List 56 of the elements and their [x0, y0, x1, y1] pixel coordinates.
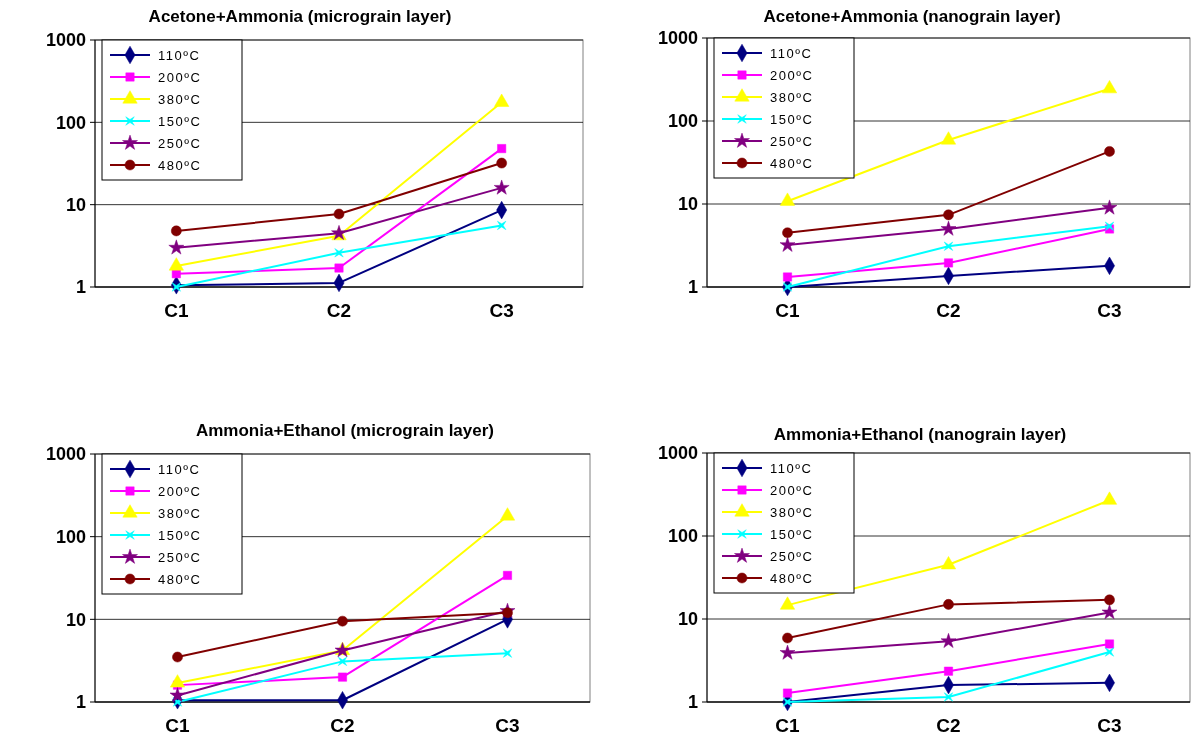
legend-label: 250ºC: [158, 135, 202, 151]
x-tick-label: C3: [489, 300, 514, 321]
legend-label: 110ºC: [770, 460, 813, 476]
x-tick-label: C2: [936, 715, 961, 736]
legend-label: 480ºC: [158, 571, 202, 587]
chart-title: Acetone+Ammonia (nanograin layer): [763, 7, 1061, 26]
x-tick-label: C3: [495, 715, 520, 736]
y-tick-label: 1: [687, 277, 698, 298]
y-tick-label: 10: [65, 609, 86, 630]
y-tick-label: 10: [677, 609, 698, 630]
legend-label: 250ºC: [770, 548, 814, 564]
y-tick-label: 1000: [45, 444, 86, 465]
legend-label: 250ºC: [158, 549, 202, 565]
legend-label: 200ºC: [158, 69, 202, 85]
y-tick-label: 1000: [657, 28, 698, 49]
legend-label: 380ºC: [770, 504, 814, 520]
legend-label: 380ºC: [770, 89, 814, 105]
x-tick-label: C2: [936, 300, 961, 321]
x-tick-label: C3: [1097, 715, 1122, 736]
y-tick-label: 10: [677, 194, 698, 215]
x-tick-label: C2: [326, 300, 352, 321]
chart-title: Ammonia+Ethanol (micrograin layer): [195, 421, 495, 440]
chart-title: Ammonia+Ethanol (nanograin layer): [773, 425, 1067, 444]
legend-label: 480ºC: [158, 157, 202, 173]
legend-label: 380ºC: [158, 505, 202, 521]
y-tick-label: 1000: [45, 30, 86, 51]
y-tick-label: 100: [667, 111, 698, 132]
legend-label: 110ºC: [158, 47, 201, 63]
y-tick-label: 10: [65, 194, 86, 215]
legend-label: 200ºC: [158, 483, 202, 499]
legend-label: 110ºC: [158, 461, 201, 477]
legend-label: 200ºC: [770, 67, 814, 83]
legend-label: 480ºC: [770, 570, 814, 586]
x-tick-label: C1: [164, 300, 189, 321]
legend-label: 480ºC: [770, 155, 814, 171]
y-tick-label: 100: [55, 526, 86, 547]
legend-label: 380ºC: [158, 91, 202, 107]
legend-label: 150ºC: [770, 111, 814, 127]
y-tick-label: 1000: [657, 443, 698, 464]
legend-label: 250ºC: [770, 133, 814, 149]
legend-label: 150ºC: [158, 113, 202, 129]
x-tick-label: C1: [775, 715, 801, 736]
y-tick-label: 100: [667, 526, 698, 547]
x-tick-label: C1: [165, 715, 191, 736]
y-tick-label: 100: [55, 112, 86, 133]
chart-title: Acetone+Ammonia (micrograin layer): [148, 7, 452, 26]
y-tick-label: 1: [75, 277, 86, 298]
y-tick-label: 1: [75, 692, 86, 713]
x-tick-label: C1: [775, 300, 801, 321]
legend-label: 200ºC: [770, 482, 814, 498]
x-tick-label: C2: [330, 715, 355, 736]
legend-label: 150ºC: [158, 527, 202, 543]
y-tick-label: 1: [687, 692, 698, 713]
legend-label: 110ºC: [770, 45, 813, 61]
x-tick-label: C3: [1097, 300, 1122, 321]
legend-label: 150ºC: [770, 526, 814, 542]
